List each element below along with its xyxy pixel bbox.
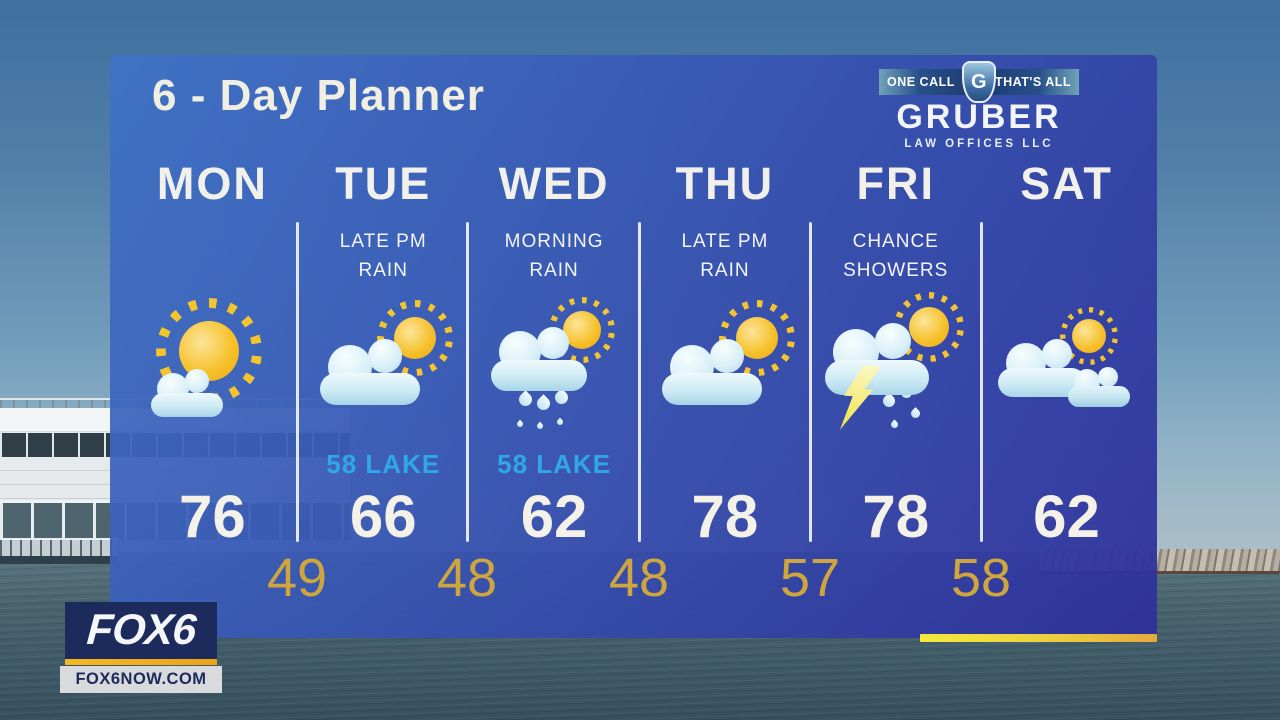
column-divider — [638, 222, 641, 542]
cloud — [320, 339, 421, 405]
lake-temp — [810, 449, 981, 481]
low-temp: 58 — [950, 548, 1012, 608]
forecast-panel: 6 - Day Planner ONE CALL G THAT'S ALL GR… — [110, 55, 1157, 642]
fox6-logo-text: FOX6 — [85, 606, 197, 654]
shield-icon: G — [962, 61, 996, 103]
lake-temp — [981, 449, 1152, 481]
column-divider — [980, 222, 983, 542]
high-temp: 66 — [349, 483, 417, 550]
day-label: MON — [156, 158, 268, 209]
condition-text: LATE PM RAIN — [298, 227, 469, 291]
high-temp: 76 — [179, 483, 246, 550]
low-temp: 48 — [608, 548, 670, 608]
high-temp: 78 — [862, 483, 930, 550]
sun — [563, 311, 602, 349]
condition-line2: RAIN — [358, 260, 408, 281]
cloud-front — [1067, 367, 1130, 407]
partly-cloudy-icon — [650, 300, 800, 443]
station-website: FOX6NOW.COM — [60, 666, 222, 693]
day-label: FRI — [856, 158, 935, 209]
rain-cloud — [491, 327, 588, 391]
lake-temp: 58 LAKE — [326, 449, 441, 479]
condition-text — [127, 227, 298, 291]
storm-cloud — [824, 323, 929, 395]
sponsor-name: GRUBER — [896, 98, 1062, 136]
low-temp: 49 — [266, 548, 328, 608]
lake-temp — [127, 449, 298, 481]
day-label: THU — [675, 158, 775, 209]
forecast-column-fri: FRI CHANCE SHOWERS 78 — [810, 153, 981, 553]
page-title: 6 - Day Planner — [152, 71, 485, 120]
sponsor-tagline-right: THAT'S ALL — [994, 75, 1071, 89]
yellow-accent-bar — [920, 634, 1157, 642]
rain-sun-icon — [479, 297, 629, 443]
column-divider — [809, 222, 812, 542]
fox6-logo-box: FOX6 — [65, 602, 217, 659]
condition-line2: RAIN — [529, 260, 579, 281]
thunderstorm-icon — [821, 292, 971, 443]
dock-shadow — [0, 556, 118, 564]
day-label: TUE — [335, 158, 432, 209]
condition-line2: SHOWERS — [843, 260, 949, 281]
condition-line2: RAIN — [700, 260, 750, 281]
sponsor-tagline-left: ONE CALL — [887, 75, 955, 89]
condition-text — [981, 227, 1152, 291]
condition-line1: LATE PM — [339, 231, 427, 252]
condition-line1: LATE PM — [681, 231, 769, 252]
condition-text: MORNING RAIN — [469, 227, 640, 291]
sponsor-logo: ONE CALL G THAT'S ALL GRUBER LAW OFFICES… — [879, 61, 1079, 150]
condition-text: LATE PM RAIN — [639, 227, 810, 291]
forecast-column-sat: SAT 62 — [981, 153, 1152, 553]
condition-text: CHANCE SHOWERS — [810, 227, 981, 291]
lake-temp: 58 LAKE — [497, 449, 612, 479]
cloud — [151, 369, 224, 417]
day-label: WED — [498, 158, 610, 209]
condition-line1: CHANCE — [852, 231, 939, 252]
cloud-back — [997, 339, 1086, 397]
sun — [908, 307, 949, 347]
mostly-sunny-icon — [137, 298, 287, 443]
mostly-cloudy-icon — [992, 307, 1142, 443]
high-temp: 62 — [1033, 483, 1100, 550]
forecast-column-wed: WED MORNING RAIN 58 LAKE 62 — [469, 153, 640, 553]
forecast-column-tue: TUE LATE PM RAIN 58 LAKE 66 — [298, 153, 469, 553]
low-temp: 57 — [779, 548, 841, 608]
cloud — [661, 339, 762, 405]
condition-line1: MORNING — [504, 231, 604, 252]
lake-temp — [639, 449, 810, 481]
partly-cloudy-icon — [308, 300, 458, 443]
column-divider — [296, 222, 299, 542]
low-temp: 48 — [436, 548, 498, 608]
forecast-column-mon: MON 76 — [127, 153, 298, 553]
station-logo: FOX6 FOX6NOW.COM — [60, 602, 222, 693]
sponsor-tagline-banner: ONE CALL G THAT'S ALL — [879, 61, 1079, 103]
fox6-gold-stripe — [65, 659, 217, 665]
high-temp: 78 — [691, 483, 759, 550]
sponsor-subtitle: LAW OFFICES LLC — [904, 138, 1054, 150]
forecast-column-thu: THU LATE PM RAIN 78 — [639, 153, 810, 553]
column-divider — [466, 222, 469, 542]
high-temp: 62 — [520, 483, 588, 550]
day-label: SAT — [1020, 158, 1113, 209]
forecast-columns: MON 76 TUE LATE PM RAIN — [127, 153, 1152, 553]
sun — [1071, 319, 1106, 353]
dock-pier — [0, 538, 118, 557]
